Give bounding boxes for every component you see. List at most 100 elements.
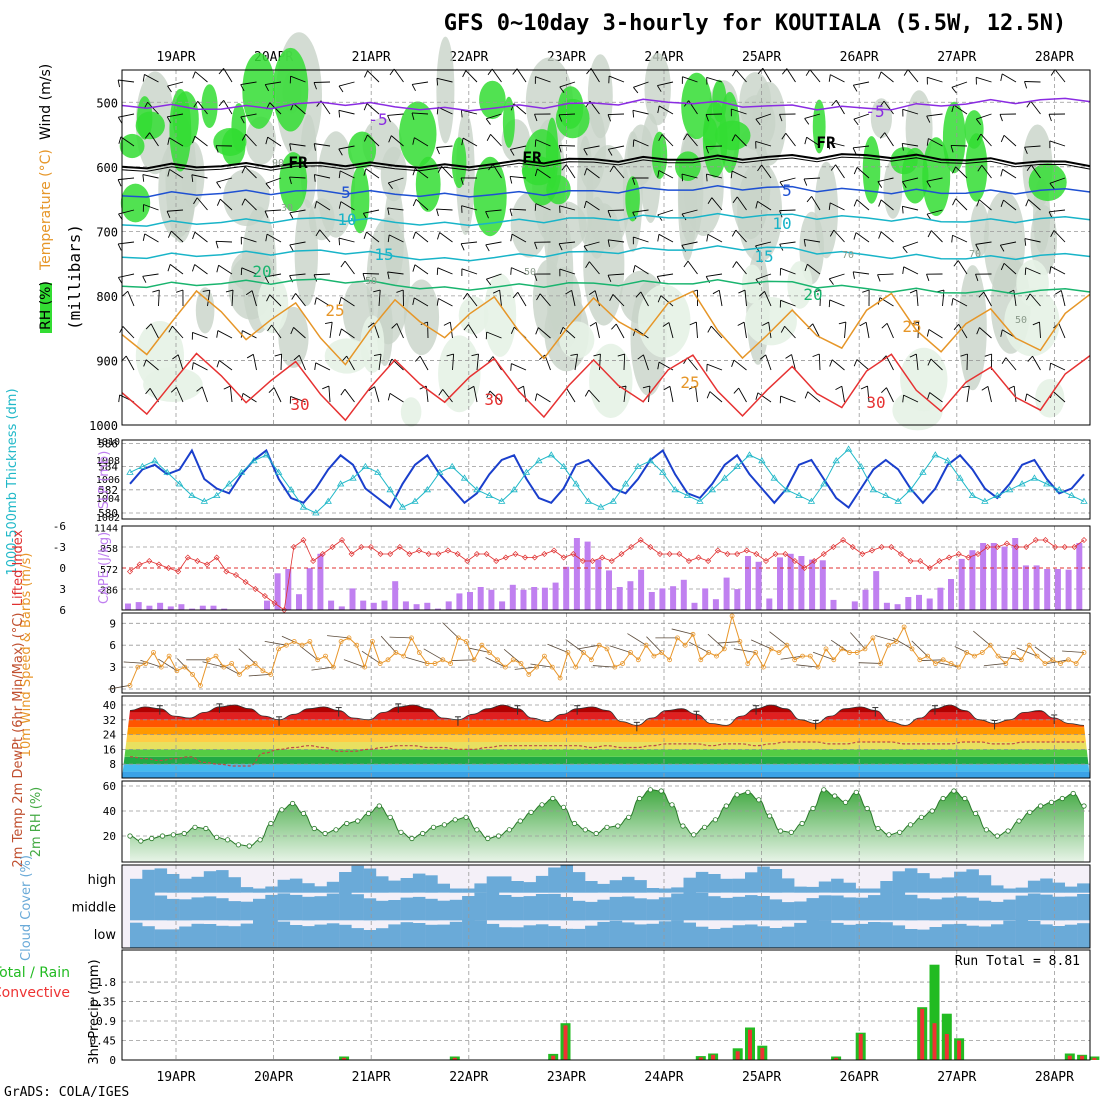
wind-barb (362, 272, 380, 275)
cape-bar (851, 601, 858, 610)
wind-barb (731, 108, 747, 115)
wind-barb (1049, 140, 1066, 147)
rh-contour-fill (195, 287, 215, 334)
rh-point (463, 814, 469, 820)
cape-bar (595, 559, 602, 610)
lifted-index-point (734, 551, 741, 557)
wind-barb-feather (584, 168, 588, 176)
wind-barb (902, 205, 919, 211)
cloud-cover-bar (1064, 896, 1078, 921)
wind-barb-feather (902, 181, 907, 189)
wind-speed-point (1034, 653, 1040, 659)
cape-bar (798, 556, 805, 610)
rh-point (344, 820, 350, 827)
cloud-cover-bar (191, 897, 204, 921)
lifted-index-point (888, 544, 895, 550)
wind-barb (314, 174, 331, 179)
wind-barb (779, 177, 796, 183)
wind-10m-axis-label: 10m Wind Speed & Barbs (m/s) (19, 553, 34, 758)
rh-point (897, 829, 903, 835)
rh-point (355, 818, 361, 824)
thickness-axis-label: 1000-500mb Thickness (dm) (5, 388, 20, 575)
wind-barb-feather (225, 289, 234, 293)
wind-barb-10m (327, 635, 349, 639)
wind-barb-feather (999, 114, 1003, 122)
wind-speed-point (612, 664, 618, 670)
wind-barb (903, 394, 919, 403)
cape-bar (541, 587, 548, 610)
wind-barb (1003, 134, 1017, 147)
cloud-axis-label: Cloud Cover (%) (19, 855, 34, 961)
wind-barb (755, 140, 772, 147)
wind-barb (979, 327, 992, 339)
cloud-cover-bar (781, 878, 795, 893)
wind-barb (632, 109, 649, 115)
cloud-cover-bar (658, 921, 672, 948)
cloud-cover-bar (535, 894, 549, 921)
wind-barb-feather (926, 180, 931, 188)
cloud-cover-bar (609, 920, 623, 948)
thickness-point (324, 497, 332, 504)
wind-barb (414, 297, 429, 307)
wind-barb (607, 209, 625, 212)
lifted-index-point (483, 551, 490, 557)
wind-speed-point (909, 646, 915, 652)
rh-legend-swatch (40, 283, 52, 333)
wind-barb-feather (558, 145, 562, 153)
wind-barb (642, 354, 649, 371)
lifted-index-point (213, 554, 220, 561)
wind-barb-10m (689, 641, 709, 653)
cloud-cover-bar (154, 895, 168, 921)
wind-barb (950, 145, 968, 147)
cloud-cover-bar (265, 886, 278, 893)
wind-barb (855, 232, 870, 243)
thickness-point (374, 468, 382, 475)
rh-2m-axis-label: 2m RH (%) (29, 787, 44, 858)
rh-point (300, 810, 307, 817)
cape-bar (135, 602, 142, 610)
cloud-cover-bar (474, 892, 487, 921)
thickness-point (411, 497, 419, 504)
wind-barb-feather (265, 137, 269, 145)
wind-barb-feather (216, 330, 219, 338)
dewpoint-line (129, 741, 1084, 767)
wind-barb-feather (338, 328, 342, 336)
thickness-point (175, 480, 184, 487)
date-label-bottom: 24APR (644, 1070, 683, 1085)
lifted-index-point (502, 554, 509, 561)
wind-barb-feather (264, 276, 270, 284)
wind-barb-feather (387, 207, 390, 216)
wind-speed-point (1026, 642, 1032, 648)
thickness-point (1018, 480, 1026, 487)
cloud-cover-bar (179, 926, 192, 948)
wind-barb (657, 81, 674, 86)
wind-barb-feather (830, 164, 836, 171)
wind-barb (476, 354, 479, 371)
rh-point (452, 817, 458, 823)
wind-barb (976, 76, 992, 83)
wind-barb (191, 174, 208, 179)
wind-barb (438, 298, 453, 307)
rh-contour-label: 50 (1015, 315, 1027, 326)
cloud-cover-bar (843, 882, 856, 893)
wind-barb-feather (1000, 263, 1005, 271)
wind-barb (252, 354, 257, 371)
rh-point (1016, 818, 1022, 824)
pressure-tick: 1000 (89, 419, 118, 433)
wind-barb-10m (609, 645, 631, 653)
rh-point (235, 842, 241, 848)
lifted-index-point (926, 565, 933, 571)
wind-barb (510, 145, 527, 150)
wind-barb-feather (609, 165, 615, 173)
wind-barb-feather (1026, 293, 1031, 301)
wind-barb-feather (512, 291, 519, 299)
wind-barb-feather (196, 386, 203, 392)
wind-barb-feather (879, 132, 886, 139)
wind-speed-point (823, 646, 829, 652)
cape-bar (755, 561, 762, 610)
thickness-point (1055, 486, 1063, 493)
rh-point (159, 833, 166, 839)
thickness-point (200, 497, 209, 504)
rh-point (409, 835, 415, 842)
rh-point (626, 814, 632, 820)
